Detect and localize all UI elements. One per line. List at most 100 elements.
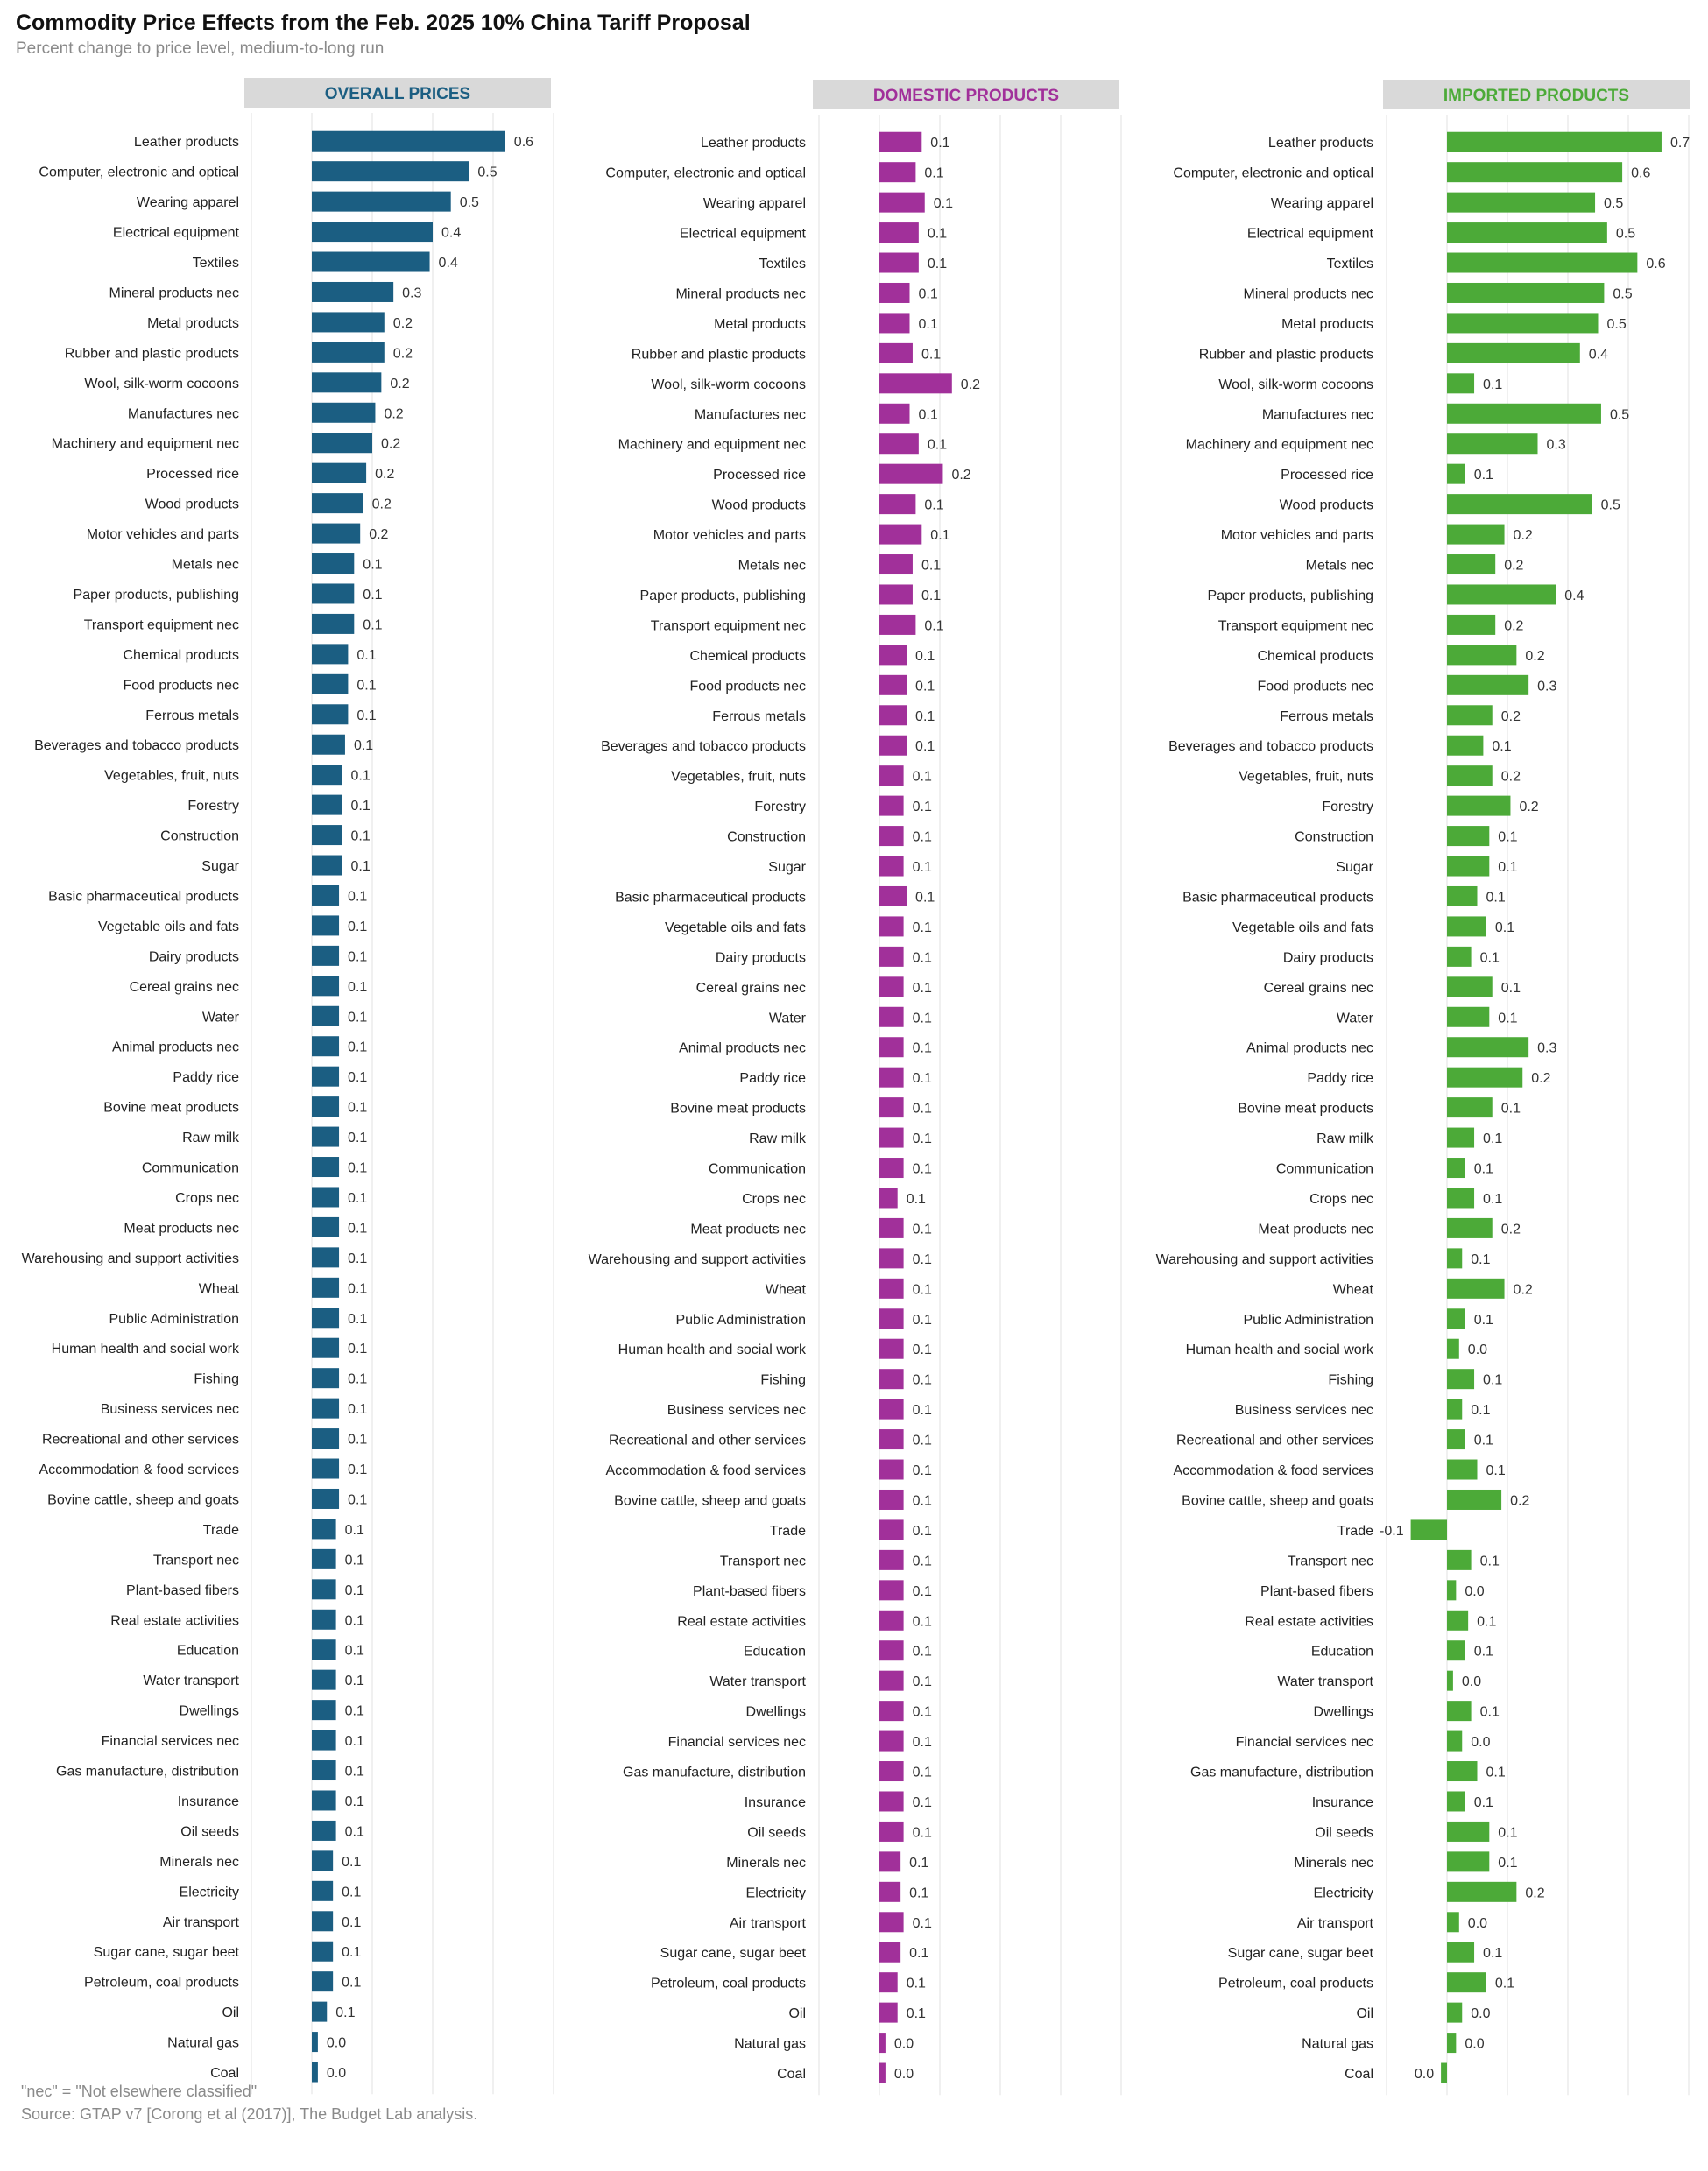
data-label: 0.1: [915, 890, 935, 905]
bar: [312, 1187, 340, 1208]
category-label: Communication: [1276, 1162, 1373, 1177]
bar: [1447, 795, 1511, 816]
category-label: Machinery and equipment nec: [52, 437, 239, 452]
data-label: 0.1: [348, 1040, 367, 1055]
category-label: Forestry: [1322, 800, 1373, 814]
bar: [879, 1188, 898, 1209]
bar: [879, 765, 904, 786]
data-label: 0.1: [907, 2006, 926, 2021]
category-label: Chemical products: [1258, 649, 1374, 664]
bar: [1447, 1097, 1493, 1118]
data-label: 0.0: [1465, 2037, 1484, 2052]
category-label: Computer, electronic and optical: [605, 166, 806, 181]
category-label: Manufactures nec: [1262, 407, 1373, 422]
category-label: Recreational and other services: [1176, 1434, 1373, 1449]
bar: [879, 2033, 886, 2054]
bar: [312, 1488, 340, 1509]
data-label: 0.1: [909, 1886, 928, 1900]
data-label: 0.1: [919, 407, 938, 422]
category-label: Gas manufacture, distribution: [1190, 1766, 1373, 1780]
data-label: 0.1: [351, 799, 371, 814]
bar: [879, 1761, 904, 1782]
data-label: 0.1: [356, 678, 376, 693]
data-label: 0.1: [913, 1434, 932, 1449]
data-label: 0.6: [1646, 257, 1665, 271]
category-label: Transport equipment nec: [84, 617, 239, 632]
data-label: 0.0: [1468, 1343, 1487, 1357]
data-label: 0.1: [345, 1674, 364, 1688]
bar: [1447, 1549, 1472, 1570]
bar: [879, 1308, 904, 1329]
bar: [1447, 1701, 1472, 1722]
category-label: Trade: [1337, 1524, 1373, 1539]
data-label: 0.1: [913, 1795, 932, 1810]
bar: [312, 1216, 340, 1237]
bar: [1447, 735, 1484, 756]
bar: [1447, 373, 1475, 394]
bar: [879, 645, 907, 666]
bar: [312, 1850, 334, 1871]
data-label: 0.1: [1474, 1645, 1493, 1660]
category-label: Metal products: [1281, 317, 1373, 332]
category-label: Motor vehicles and parts: [1221, 528, 1373, 543]
category-label: Water: [1337, 1011, 1374, 1026]
category-label: Warehousing and support activities: [589, 1252, 806, 1267]
bar: [1447, 1942, 1475, 1963]
category-label: Rubber and plastic products: [632, 347, 806, 362]
bar: [1447, 1580, 1457, 1601]
category-label: Electricity: [1314, 1886, 1373, 1900]
data-label: 0.1: [915, 739, 935, 754]
category-label: Leather products: [1268, 136, 1373, 151]
data-label: 0.1: [913, 1222, 932, 1237]
category-label: Textiles: [759, 257, 806, 271]
bar: [1447, 1399, 1463, 1420]
data-label: 0.1: [913, 1493, 932, 1508]
bar: [879, 2062, 886, 2083]
bar: [312, 644, 349, 665]
category-label: Crops nec: [742, 1192, 806, 1207]
bar: [312, 281, 394, 302]
category-label: Accommodation & food services: [1173, 1463, 1373, 1478]
category-label: Metal products: [714, 317, 806, 332]
data-label: 0.1: [348, 1372, 367, 1387]
data-label: 0.1: [356, 708, 376, 723]
data-label: 0.1: [348, 1191, 367, 1206]
bar: [879, 1459, 904, 1480]
data-label: 0.1: [913, 1584, 932, 1599]
category-label: Sugar cane, sugar beet: [660, 1946, 807, 1961]
bar: [1447, 1037, 1529, 1058]
data-label: 0.1: [913, 1524, 932, 1539]
bar: [879, 1489, 904, 1510]
bar: [1447, 614, 1496, 635]
data-label: 0.1: [913, 1373, 932, 1388]
data-label: 0.1: [915, 709, 935, 724]
data-label: 0.1: [913, 1252, 932, 1267]
bar: [1447, 1489, 1502, 1510]
bar: [1447, 222, 1607, 243]
bar: [879, 1851, 901, 1872]
data-label: 0.1: [934, 196, 953, 211]
category-label: Plant-based fibers: [1260, 1584, 1373, 1599]
category-label: Electrical equipment: [1247, 227, 1374, 242]
category-label: Fishing: [1328, 1373, 1373, 1388]
category-label: Business services nec: [1235, 1403, 1373, 1418]
category-label: Recreational and other services: [609, 1434, 806, 1449]
bar: [879, 584, 913, 605]
data-label: 0.1: [913, 830, 932, 845]
category-label: Transport nec: [1288, 1554, 1373, 1568]
category-label: Electricity: [180, 1885, 239, 1900]
category-label: Leather products: [701, 136, 806, 151]
bar: [312, 613, 355, 634]
chart-title: Commodity Price Effects from the Feb. 20…: [16, 11, 751, 35]
bar: [312, 976, 340, 997]
category-label: Air transport: [730, 1916, 807, 1931]
data-label: 0.1: [924, 166, 943, 181]
category-label: Coal: [210, 2066, 239, 2081]
data-label: 0.1: [1480, 1705, 1500, 1720]
category-label: Water: [769, 1011, 807, 1026]
data-label: 0.1: [913, 1102, 932, 1117]
bar: [879, 674, 907, 695]
bar: [312, 583, 355, 604]
data-label: 0.1: [913, 1282, 932, 1297]
data-label: 0.1: [335, 2005, 355, 2020]
